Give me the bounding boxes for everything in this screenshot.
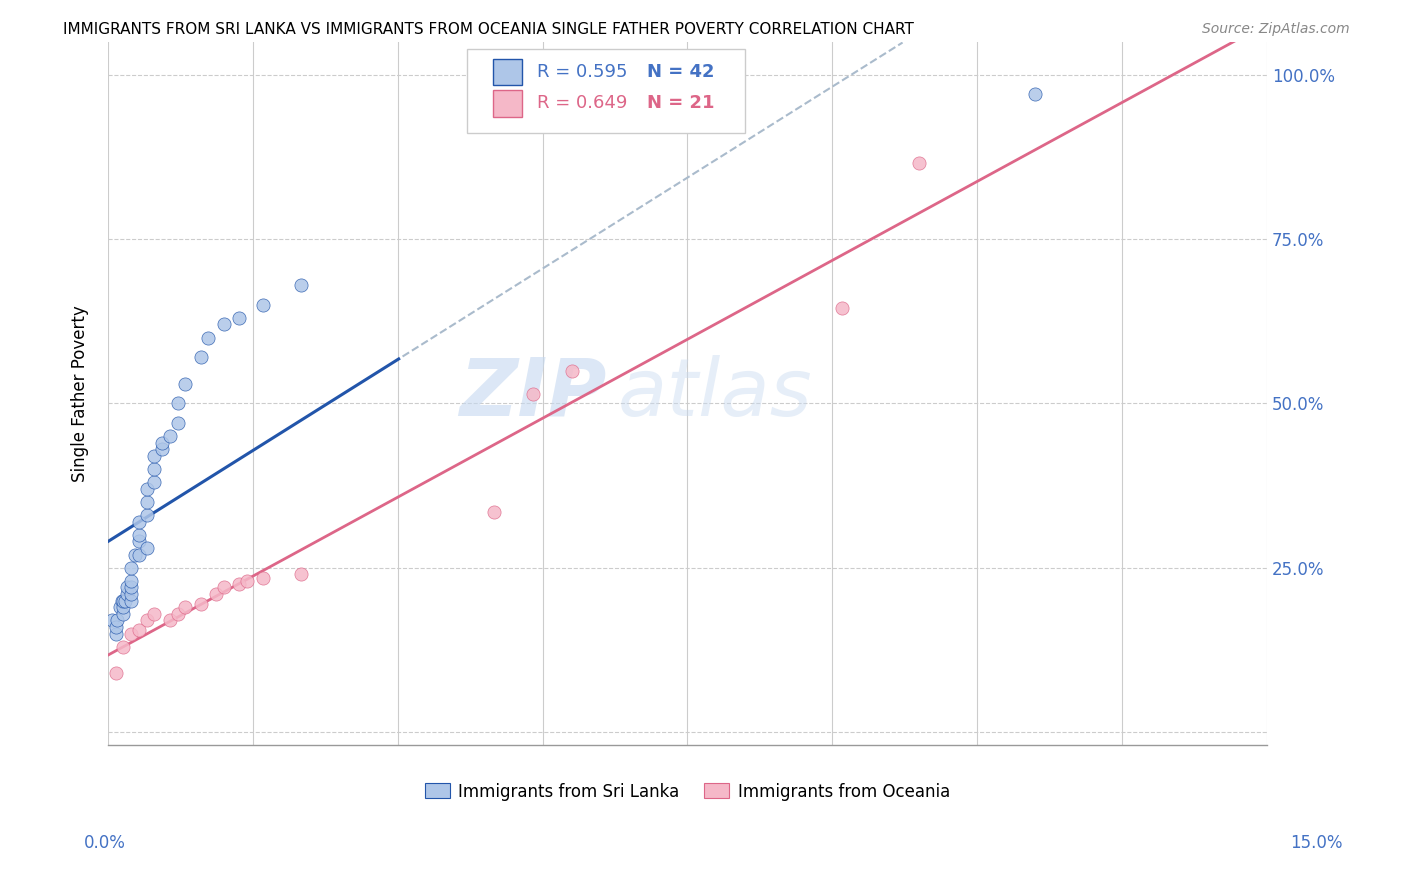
Point xyxy=(150,435,173,450)
Point xyxy=(290,278,312,293)
Point xyxy=(143,449,166,463)
Text: ZIP: ZIP xyxy=(458,354,606,433)
Point xyxy=(114,593,136,607)
Text: R = 0.595: R = 0.595 xyxy=(537,63,627,81)
Point xyxy=(112,607,135,621)
Point xyxy=(135,613,157,627)
Point xyxy=(117,581,139,595)
Point xyxy=(190,351,212,365)
Point xyxy=(252,298,274,312)
Text: N = 42: N = 42 xyxy=(647,63,714,81)
Point xyxy=(252,571,274,585)
Point xyxy=(120,574,142,588)
Point xyxy=(120,581,142,595)
Point xyxy=(228,310,250,325)
Point xyxy=(104,626,127,640)
Point xyxy=(101,613,124,627)
Point xyxy=(112,593,135,607)
Point xyxy=(190,597,212,611)
Point xyxy=(212,318,235,332)
Point xyxy=(128,548,150,562)
Point xyxy=(135,508,157,523)
Point xyxy=(112,600,135,615)
Point xyxy=(908,156,931,170)
Point xyxy=(120,593,142,607)
Point xyxy=(561,363,583,377)
Point xyxy=(104,665,127,680)
Point xyxy=(135,482,157,496)
Text: IMMIGRANTS FROM SRI LANKA VS IMMIGRANTS FROM OCEANIA SINGLE FATHER POVERTY CORRE: IMMIGRANTS FROM SRI LANKA VS IMMIGRANTS … xyxy=(63,22,914,37)
Point xyxy=(111,593,134,607)
Point xyxy=(197,331,219,345)
Point xyxy=(290,567,312,582)
Legend: Immigrants from Sri Lanka, Immigrants from Oceania: Immigrants from Sri Lanka, Immigrants fr… xyxy=(418,776,956,807)
Point xyxy=(159,429,181,443)
Point xyxy=(484,505,506,519)
Point xyxy=(128,515,150,529)
Point xyxy=(120,626,142,640)
Point xyxy=(104,620,127,634)
Text: Source: ZipAtlas.com: Source: ZipAtlas.com xyxy=(1202,22,1350,37)
Point xyxy=(174,376,197,391)
Point xyxy=(120,587,142,601)
Point xyxy=(143,607,166,621)
FancyBboxPatch shape xyxy=(492,90,522,117)
Point xyxy=(212,581,235,595)
Text: atlas: atlas xyxy=(617,354,813,433)
Point xyxy=(120,561,142,575)
Point xyxy=(135,495,157,509)
Y-axis label: Single Father Poverty: Single Father Poverty xyxy=(72,305,89,482)
Point xyxy=(236,574,259,588)
Point xyxy=(831,301,853,315)
Point xyxy=(124,548,146,562)
Point xyxy=(105,613,128,627)
Point xyxy=(166,416,188,430)
Point xyxy=(166,396,188,410)
Point xyxy=(159,613,181,627)
Point xyxy=(117,587,139,601)
FancyBboxPatch shape xyxy=(492,59,522,86)
Point xyxy=(166,607,188,621)
Text: 15.0%: 15.0% xyxy=(1291,834,1343,852)
Point xyxy=(108,600,131,615)
Point xyxy=(128,528,150,542)
Point xyxy=(143,462,166,476)
FancyBboxPatch shape xyxy=(467,49,745,133)
Point xyxy=(128,624,150,638)
Text: 0.0%: 0.0% xyxy=(84,834,127,852)
Point xyxy=(228,577,250,591)
Point xyxy=(112,640,135,654)
Point xyxy=(174,600,197,615)
Point xyxy=(143,475,166,490)
Text: R = 0.649: R = 0.649 xyxy=(537,94,627,112)
Point xyxy=(150,442,173,457)
Text: N = 21: N = 21 xyxy=(647,94,714,112)
Point xyxy=(205,587,228,601)
Point xyxy=(128,534,150,549)
Point xyxy=(1024,87,1046,102)
Point xyxy=(135,541,157,555)
Point xyxy=(522,386,544,401)
